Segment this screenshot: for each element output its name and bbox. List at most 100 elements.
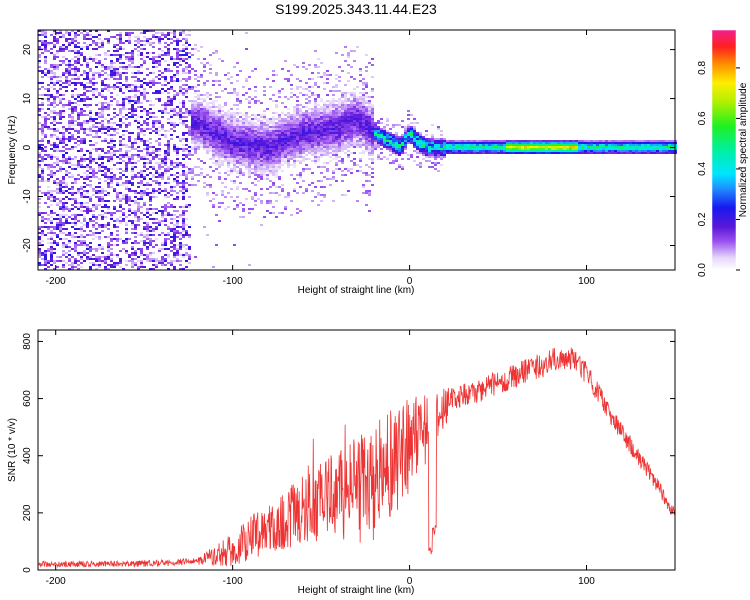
spectrogram-cell xyxy=(317,152,320,154)
spectrogram-cell xyxy=(161,220,164,222)
spectrogram-cell xyxy=(299,150,302,152)
spectrogram-cell xyxy=(128,140,131,142)
spectrogram-cell xyxy=(344,92,347,94)
spectrogram-cell xyxy=(59,180,62,182)
spectrogram-cell xyxy=(68,32,71,34)
spectrogram-cell xyxy=(263,172,266,174)
spectrogram-cell xyxy=(254,184,257,186)
spectrogram-cell xyxy=(143,56,146,58)
spectrogram-cell xyxy=(143,164,146,166)
spectrogram-cell xyxy=(368,150,371,152)
spectrogram-cell xyxy=(371,154,374,156)
spectrogram-cell xyxy=(356,98,359,100)
spectrogram-cell xyxy=(185,52,188,54)
spectrogram-cell xyxy=(362,112,365,114)
spectrogram-cell xyxy=(137,234,140,236)
spectrogram-cell xyxy=(92,172,95,174)
spectrogram-cell xyxy=(50,230,53,232)
spectrogram-cell xyxy=(221,140,224,142)
spectrogram-cell xyxy=(230,130,233,132)
spectrogram-cell xyxy=(278,118,281,120)
spectrogram-cell xyxy=(59,88,62,90)
spectrogram-cell xyxy=(143,110,146,112)
spectrogram-cell xyxy=(209,200,212,202)
spectrogram-cell xyxy=(128,198,131,200)
spectrogram-cell xyxy=(278,150,281,152)
spectrogram-cell xyxy=(140,44,143,46)
spectrogram-cell xyxy=(272,192,275,194)
spectrogram-cell xyxy=(188,254,191,256)
spectrogram-cell xyxy=(158,148,161,150)
spectrogram-cell xyxy=(173,98,176,100)
spectrogram-cell xyxy=(293,156,296,158)
spectrogram-cell xyxy=(218,162,221,164)
spectrogram-cell xyxy=(170,228,173,230)
spectrogram-cell xyxy=(329,100,332,102)
spectrogram-cell xyxy=(200,118,203,120)
spectrogram-cell xyxy=(308,184,311,186)
spectrogram-cell xyxy=(119,150,122,152)
spectrogram-cell xyxy=(149,172,152,174)
spectrogram-cell xyxy=(173,80,176,82)
spectrogram-cell xyxy=(110,232,113,234)
spectrogram-cell xyxy=(137,116,140,118)
spectrogram-cell xyxy=(158,234,161,236)
spectrogram-cell xyxy=(77,76,80,78)
spectrogram-cell xyxy=(212,206,215,208)
spectrogram-cell xyxy=(167,226,170,228)
spectrogram-cell xyxy=(290,154,293,156)
spectrogram-cell xyxy=(119,56,122,58)
spectrogram-cell xyxy=(128,64,131,66)
spectrogram-cell xyxy=(74,106,77,108)
spectrogram-cell xyxy=(86,62,89,64)
spectrogram-cell xyxy=(152,264,155,266)
spectrogram-cell xyxy=(161,116,164,118)
spectrogram-cell xyxy=(119,206,122,208)
spectrogram-cell xyxy=(101,246,104,248)
spectrogram-cell xyxy=(116,72,119,74)
spectrogram-cell xyxy=(254,138,257,140)
spectrogram-cell xyxy=(374,136,377,138)
spectrogram-cell xyxy=(122,130,125,132)
spectrogram-cell xyxy=(107,158,110,160)
spectrogram-cell xyxy=(50,110,53,112)
spectrogram-cell xyxy=(68,198,71,200)
spectrogram-cell xyxy=(137,176,140,178)
spectrogram-cell xyxy=(65,46,68,48)
spectrogram-cell xyxy=(131,170,134,172)
spectrogram-cell xyxy=(83,38,86,40)
spectrogram-cell xyxy=(86,46,89,48)
spectrogram-cell xyxy=(299,138,302,140)
spectrogram-cell xyxy=(59,94,62,96)
spectrogram-cell xyxy=(152,228,155,230)
spectrogram-cell xyxy=(209,122,212,124)
spectrogram-cell xyxy=(176,56,179,58)
spectrogram-cell xyxy=(170,122,173,124)
spectrogram-cell xyxy=(212,136,215,138)
spectrogram-cell xyxy=(119,200,122,202)
spectrogram-cell xyxy=(71,264,74,266)
spectrogram-cell xyxy=(218,166,221,168)
spectrogram-cell xyxy=(188,246,191,248)
spectrogram-cell xyxy=(125,86,128,88)
spectrogram-cell xyxy=(341,100,344,102)
spectrogram-cell xyxy=(308,116,311,118)
spectrogram-cell xyxy=(209,142,212,144)
spectrogram-cell xyxy=(188,196,191,198)
spectrogram-cell xyxy=(173,130,176,132)
spectrogram-cell xyxy=(371,138,374,140)
spectrogram-cell xyxy=(83,160,86,162)
spectrogram-cell xyxy=(212,102,215,104)
spectrogram-cell xyxy=(155,196,158,198)
spectrogram-cell xyxy=(320,134,323,136)
spectrogram-cell xyxy=(152,168,155,170)
spectrogram-cell xyxy=(371,172,374,174)
spectrogram-cell xyxy=(110,140,113,142)
spectrogram-cell xyxy=(116,78,119,80)
spectrogram-cell xyxy=(59,198,62,200)
spectrogram-cell xyxy=(191,102,194,104)
spectrogram-cell xyxy=(179,112,182,114)
spectrogram-cell xyxy=(329,120,332,122)
spectrogram-cell xyxy=(158,144,161,146)
spectrogram-cell xyxy=(158,190,161,192)
